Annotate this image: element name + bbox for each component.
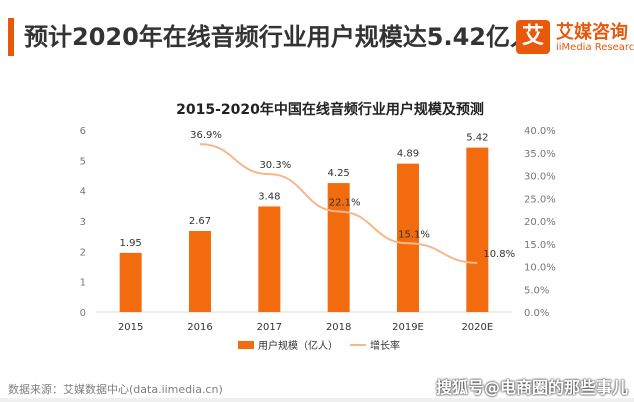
bar [189, 231, 211, 312]
brand-name: 艾媒咨询 [556, 22, 628, 43]
right-tick-label: 20.0% [524, 217, 556, 228]
chart: 2015-2020年中国在线音频行业用户规模及预测 0 1 2 3 4 5 6 0.0% 5.… [80, 101, 556, 352]
left-tick-label: 0 [80, 308, 86, 319]
headline: 预计2020年在线音频行业用户规模达5.42亿人 [24, 23, 535, 51]
x-tick-label: 2015 [118, 322, 143, 333]
brand-subtitle: iiMedia Research [556, 42, 634, 53]
left-tick-label: 2 [80, 247, 86, 258]
growth-rate-line [199, 143, 478, 264]
left-tick-label: 1 [80, 278, 86, 289]
x-tick-label: 2020E [461, 322, 493, 333]
bars: 1.95 2.67 3.48 4.25 4.89 5.42 [119, 133, 489, 312]
header: 预计2020年在线音频行业用户规模达5.42亿人 艾 艾媒咨询 iiMedia … [0, 0, 634, 70]
x-tick-label: 2016 [187, 322, 212, 333]
left-tick-label: 4 [80, 187, 86, 198]
line-value-label: 22.1% [329, 197, 361, 208]
right-tick-label: 25.0% [524, 194, 556, 205]
brand-logo-icon: 艾 [516, 20, 550, 54]
watermark: 搜狐号@电商圈的那些事儿 [436, 378, 629, 397]
bar [119, 252, 142, 312]
brand: 艾 艾媒咨询 iiMedia Research [516, 18, 634, 60]
right-tick-label: 40.0% [524, 126, 556, 137]
bar [466, 147, 489, 312]
line-value-label: 30.3% [259, 160, 291, 171]
bar-value-label: 1.95 [120, 238, 142, 249]
bar [258, 206, 281, 312]
legend-line-label: 增长率 [370, 339, 400, 352]
right-tick-label: 35.0% [524, 149, 556, 160]
legend: 用户规模（亿人） 增长率 [238, 339, 400, 352]
bar-value-label: 3.48 [258, 191, 280, 202]
bar-value-label: 2.67 [189, 216, 211, 227]
right-tick-label: 30.0% [524, 172, 556, 183]
left-tick-label: 6 [80, 126, 86, 137]
right-tick-label: 5.0% [524, 285, 549, 296]
bar-value-label: 4.25 [328, 168, 350, 179]
left-axis: 0 1 2 3 4 5 6 [80, 126, 86, 319]
chart-title: 2015-2020年中国在线音频行业用户规模及预测 [176, 101, 484, 118]
bottom-strip [0, 398, 634, 402]
line-value-label: 10.8% [483, 249, 515, 260]
legend-bar-label: 用户规模（亿人） [258, 339, 338, 352]
bar [397, 163, 419, 312]
x-tick-label: 2018 [326, 322, 351, 333]
bar-value-label: 4.89 [397, 149, 419, 160]
left-tick-label: 3 [80, 217, 86, 228]
right-tick-label: 0.0% [524, 308, 549, 319]
x-tick-label: 2019E [392, 322, 424, 333]
right-tick-label: 15.0% [524, 240, 556, 251]
x-axis-labels: 2015 2016 2017 2018 2019E 2020E [118, 322, 493, 333]
line-value-label: 15.1% [398, 229, 430, 240]
accent-bar [8, 18, 14, 56]
right-axis: 0.0% 5.0% 10.0% 15.0% 20.0% 25.0% 30.0% 35.0% 40… [524, 126, 556, 319]
legend-bar-swatch [238, 341, 254, 349]
bar [327, 183, 350, 312]
x-tick-label: 2017 [257, 322, 282, 333]
right-tick-label: 10.0% [524, 263, 556, 274]
growth-line: 36.9% 30.3% 22.1% 15.1% 10.8% [190, 130, 515, 264]
left-tick-label: 5 [80, 156, 86, 167]
data-source: 数据来源：艾媒数据中心(data.iimedia.cn) [8, 383, 223, 396]
bar-value-label: 5.42 [466, 133, 488, 144]
line-value-label: 36.9% [190, 130, 222, 141]
